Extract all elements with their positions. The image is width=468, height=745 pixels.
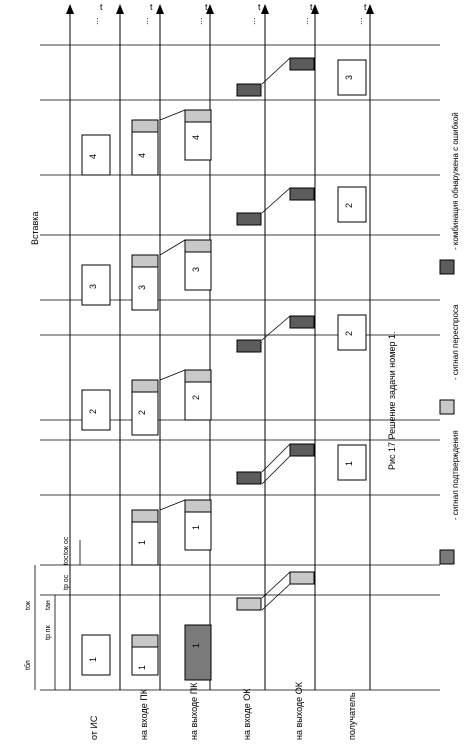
- block: [81, 389, 111, 431]
- block-number: 3: [88, 284, 98, 289]
- axis-t-label: t: [258, 2, 261, 12]
- row-label: получатель: [347, 692, 357, 740]
- svg-text:1: 1: [344, 461, 354, 466]
- arrow-icon: [116, 4, 124, 14]
- block: [81, 134, 111, 176]
- pk-out-blocks: 1 1 2 3 4: [159, 109, 212, 681]
- legend-swatch: [439, 399, 455, 415]
- svg-text:1: 1: [137, 665, 147, 670]
- axis-t-label: t: [205, 2, 208, 12]
- row-label: от ИС: [89, 715, 99, 740]
- svg-text:tос: tос: [63, 555, 70, 565]
- receiver-blocks: 1 2 2 3: [337, 59, 367, 481]
- svg-text:2: 2: [344, 331, 354, 336]
- ellipsis: ...: [300, 17, 310, 25]
- axis-t-label: t: [150, 2, 153, 12]
- axis-t-label: t: [100, 2, 103, 12]
- block-number: 2: [88, 409, 98, 414]
- row-label: на входе ПК: [139, 688, 149, 740]
- svg-text:3: 3: [344, 75, 354, 80]
- svg-text:tан: tан: [45, 600, 52, 610]
- svg-text:tок ос: tок ос: [63, 536, 70, 555]
- row-labels: от ИС на входе ПК на выходе ПК на входе …: [89, 681, 357, 740]
- timing-annotations: tбл tок tр пк tан tр ос tос tок ос: [24, 536, 81, 690]
- svg-text:1: 1: [191, 643, 201, 648]
- ellipsis: ...: [247, 17, 257, 25]
- arrow-icon: [366, 4, 374, 14]
- legend-swatch: [439, 549, 455, 565]
- legend: - сигнал подтверждения - сигнал переспро…: [439, 112, 460, 565]
- row-label: на выходе ОК: [294, 681, 304, 740]
- svg-text:tбл: tбл: [24, 660, 32, 670]
- legend-label: - сигнал переспроса: [451, 304, 460, 380]
- block: [81, 634, 111, 676]
- svg-text:2: 2: [344, 203, 354, 208]
- legend-label: - сигнал подтверждения: [451, 430, 460, 520]
- svg-text:2: 2: [191, 395, 201, 400]
- ok-signals: [236, 57, 315, 611]
- ellipsis: ...: [140, 17, 150, 25]
- arrow-icon: [311, 4, 319, 14]
- row-label: на выходе ПК: [189, 682, 199, 740]
- svg-text:4: 4: [191, 135, 201, 140]
- arrow-icon: [206, 4, 214, 14]
- svg-text:tр пк: tр пк: [45, 624, 52, 640]
- insert-label: Вставка: [30, 212, 40, 245]
- axis-t-label: t: [364, 2, 367, 12]
- legend-swatch: [439, 259, 455, 275]
- axis-t-label: t: [310, 2, 313, 12]
- svg-text:3: 3: [191, 267, 201, 272]
- svg-text:tок: tок: [25, 600, 32, 610]
- ellipsis: ...: [90, 17, 100, 25]
- pk-in-blocks: 1 1 2 3 4: [131, 119, 159, 676]
- svg-text:4: 4: [137, 153, 147, 158]
- legend-label: - комбинация обнаружена с ошибкой: [451, 112, 460, 250]
- arrow-icon: [261, 4, 269, 14]
- row-label: на входе ОК: [242, 688, 252, 740]
- block: [81, 264, 111, 306]
- axis-t-labels: t t t t t t: [100, 2, 367, 12]
- source-blocks: 1 2 3 4: [81, 134, 111, 676]
- figure-caption: Рис 17 Решение задачи номер 1.: [387, 332, 397, 470]
- block-number: 4: [88, 154, 98, 159]
- time-axes: [66, 4, 374, 690]
- svg-text:2: 2: [137, 410, 147, 415]
- arrow-icon: [156, 4, 164, 14]
- block-number: 1: [88, 657, 98, 662]
- ellipsis: ...: [194, 17, 204, 25]
- ellipsis: ...: [354, 17, 364, 25]
- svg-text:1: 1: [137, 540, 147, 545]
- svg-text:tр ос: tр ос: [63, 574, 70, 590]
- arrow-icon: [66, 4, 74, 14]
- svg-text:1: 1: [191, 525, 201, 530]
- ellipsis-marks: ... ... ... ... ... ...: [90, 17, 364, 25]
- svg-text:3: 3: [137, 285, 147, 290]
